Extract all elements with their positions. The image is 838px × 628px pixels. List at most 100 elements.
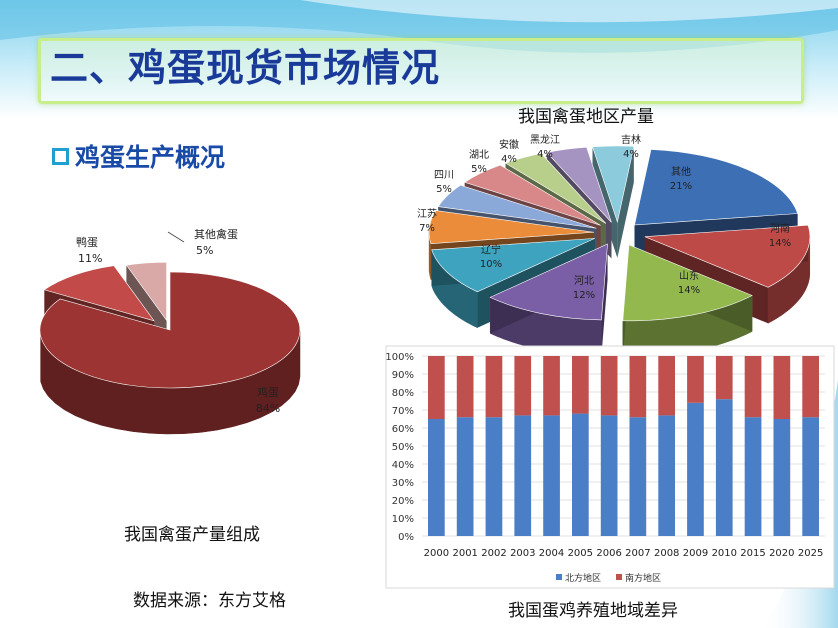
- composition-tops: [39, 261, 301, 389]
- regional-value-label-1: 14%: [769, 238, 791, 249]
- bar-0-2020: [773, 419, 791, 536]
- regional-value-label-5: 7%: [419, 223, 435, 234]
- legend-label-0: 北方地区: [565, 572, 601, 584]
- bar-x-tick-8: 2008: [654, 548, 679, 559]
- composition-slice-1: [43, 265, 155, 322]
- section-subtitle-text: 鸡蛋生产概况: [75, 143, 226, 172]
- bar-0-2015: [744, 417, 762, 536]
- regional-slice-8: [504, 153, 607, 224]
- legend-swatch-1: [616, 574, 622, 580]
- bar-x-tick-3: 2003: [510, 548, 535, 559]
- composition-category-label-0: 鸡蛋: [257, 385, 279, 399]
- title-frame: [38, 38, 804, 104]
- bar-0-2008: [658, 415, 675, 536]
- regional-category-label-8: 安徽: [499, 138, 519, 151]
- bar-x-tick-6: 2006: [596, 548, 621, 559]
- regional-value-label-8: 4%: [501, 154, 517, 165]
- slide-title: 二、鸡蛋现货市场情况: [50, 46, 441, 90]
- data-source-note: 数据来源：东方艾格: [133, 591, 286, 611]
- bar-x-tick-12: 2020: [769, 548, 794, 559]
- regional-category-label-2: 山东: [679, 269, 699, 282]
- egg-composition-chart-title: 我国禽蛋产量组成: [124, 525, 260, 545]
- bar-y-tick-9: 90%: [392, 370, 414, 381]
- bar-0-2006: [600, 415, 618, 536]
- bar-1-2004: [543, 356, 560, 416]
- regional-value-label-10: 4%: [623, 149, 639, 160]
- regional-category-label-10: 吉林: [621, 133, 641, 146]
- bar-x-tick-1: 2001: [452, 548, 477, 559]
- regional-category-label-6: 四川: [434, 170, 454, 181]
- regional-value-label-0: 21%: [670, 181, 692, 192]
- regional-slice-4: [431, 238, 595, 293]
- bar-x-tick-0: 2000: [424, 548, 449, 559]
- composition-category-label-1: 鸭蛋: [76, 236, 98, 249]
- composition-leader-line: [167, 231, 185, 243]
- bar-1-2002: [485, 356, 503, 418]
- section-subtitle: 鸡蛋生产概况: [52, 138, 225, 174]
- bar-0-2004: [543, 415, 560, 536]
- regional-slice-5: [428, 210, 595, 245]
- square-bullet-icon: [52, 147, 69, 165]
- bar-0-2005: [572, 413, 589, 536]
- regional-slice-9: [546, 146, 612, 223]
- bar-0-2002: [485, 417, 503, 536]
- bar-1-2006: [600, 356, 618, 416]
- bar-y-tick-10: 100%: [385, 352, 414, 363]
- bar-y-tick-1: 10%: [392, 514, 414, 525]
- bar-0-2007: [629, 417, 647, 536]
- regional-slice-2: [622, 244, 753, 322]
- bar-1-2001: [456, 356, 474, 418]
- bar-1-2010: [715, 356, 733, 400]
- bar-x-tick-11: 2015: [740, 548, 765, 559]
- regional-slice-3: [489, 243, 608, 321]
- bar-x-tick-5: 2005: [568, 548, 593, 559]
- composition-category-label-2: 其他禽蛋: [194, 227, 238, 241]
- composition-slice-2: [125, 261, 167, 322]
- bar-0-2003: [514, 415, 532, 536]
- regional-value-label-3: 12%: [573, 290, 595, 301]
- bar-1-2003: [514, 356, 532, 416]
- bar-1-2007: [629, 356, 647, 418]
- bar-x-tick-2: 2002: [481, 548, 506, 559]
- bar-1-2000: [428, 356, 445, 419]
- regional-slice-0: [634, 149, 799, 226]
- bar-x-tick-13: 2025: [798, 548, 823, 559]
- composition-value-label-1: 11%: [78, 252, 102, 265]
- regional-category-label-1: 河南: [770, 222, 790, 235]
- regional-slice-cut-10-1: [617, 146, 634, 258]
- bar-1-2015: [744, 356, 762, 418]
- bar-y-tick-3: 30%: [392, 478, 414, 489]
- regional-value-label-2: 14%: [678, 285, 700, 296]
- regional-category-label-0: 其他: [671, 165, 691, 178]
- composition-value-label-0: 84%: [256, 402, 280, 415]
- bar-x-tick-7: 2007: [625, 548, 650, 559]
- regional-value-label-6: 5%: [436, 184, 452, 195]
- legend-swatch-0: [556, 574, 562, 580]
- bar-y-tick-7: 70%: [392, 406, 414, 417]
- regional-value-label-9: 4%: [537, 149, 553, 160]
- regional-category-label-7: 湖北: [469, 149, 489, 161]
- bar-y-tick-6: 60%: [392, 424, 414, 435]
- regional-tops: [428, 145, 811, 322]
- bar-x-tick-9: 2009: [683, 548, 708, 559]
- bar-x-tick-10: 2010: [712, 548, 737, 559]
- legend-label-1: 南方地区: [625, 572, 661, 584]
- bar-0-2010: [715, 399, 733, 536]
- regional-slice-6: [437, 184, 597, 229]
- bar-1-2008: [658, 356, 675, 416]
- bar-0-2025: [802, 417, 819, 536]
- bar-0-2000: [428, 419, 445, 536]
- bar-y-tick-0: 0%: [398, 532, 414, 543]
- regional-slice-7: [464, 164, 601, 226]
- bar-0-2001: [456, 417, 474, 536]
- bar-y-tick-5: 50%: [392, 442, 414, 453]
- bar-1-2005: [572, 356, 589, 414]
- regional-category-label-9: 黑龙江: [530, 133, 560, 146]
- bar-x-tick-4: 2004: [539, 548, 564, 559]
- regional-category-label-4: 辽宁: [481, 243, 501, 256]
- regional-slice-1: [644, 224, 811, 288]
- regional-slice-10: [592, 145, 635, 224]
